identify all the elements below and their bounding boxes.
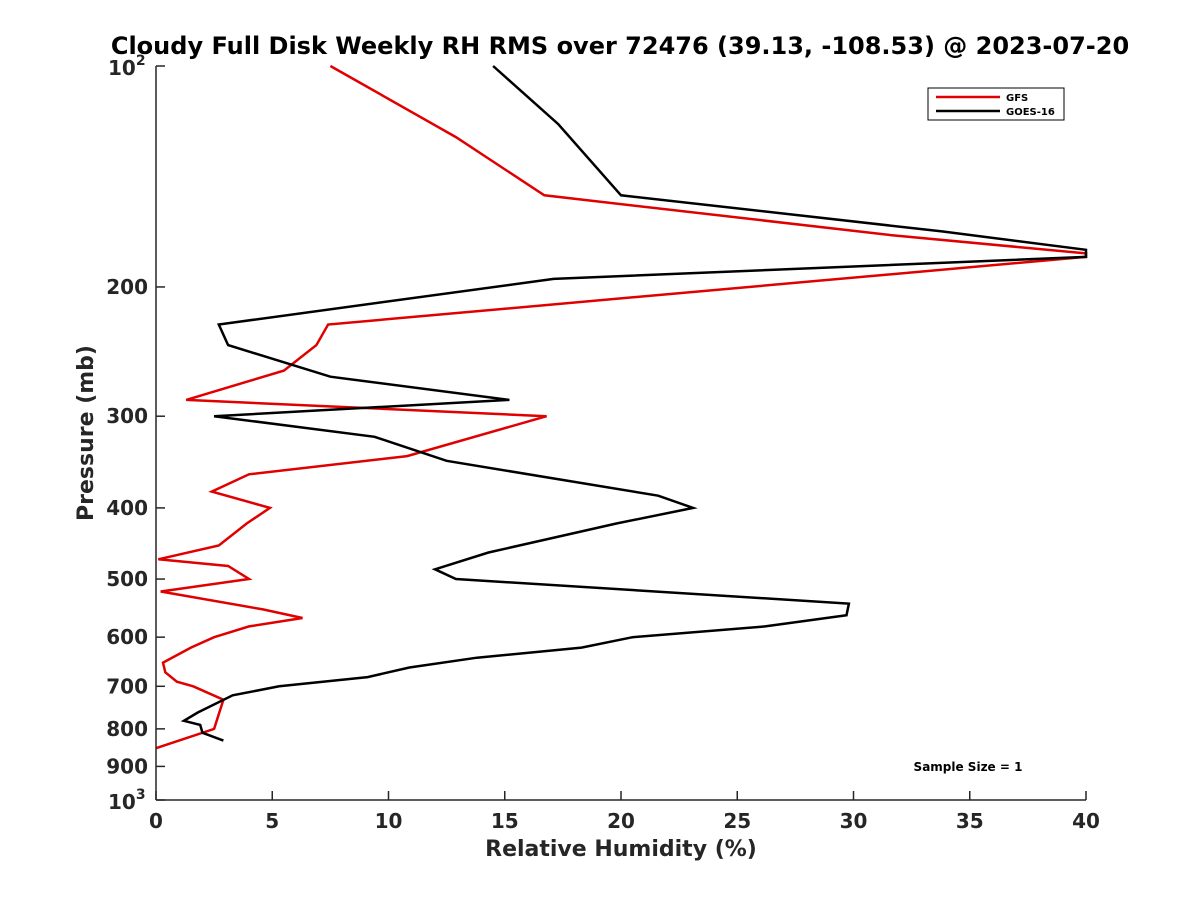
y-tick-label: 400	[106, 496, 148, 520]
legend-label-gfs: GFS	[1006, 93, 1028, 104]
series-line-goes16	[180, 65, 1088, 742]
y-tick-label: 900	[106, 754, 148, 778]
x-tick-label: 10	[375, 809, 403, 833]
x-tick-label: 15	[491, 809, 519, 833]
y-tick-label: 300	[106, 404, 148, 428]
y-tick-label: 800	[106, 717, 148, 741]
y-tick-label: 200	[106, 275, 148, 299]
y-tick-label: 500	[106, 567, 148, 591]
x-tick-label: 25	[723, 809, 751, 833]
chart-title: Cloudy Full Disk Weekly RH RMS over 7247…	[111, 32, 1129, 60]
y-axis-label: Pressure (mb)	[74, 345, 99, 521]
legend-box	[927, 87, 1065, 121]
y-tick-label: 103	[108, 787, 146, 814]
x-tick-label: 40	[1072, 809, 1100, 833]
series-layer	[155, 64, 1088, 750]
series-line-gfs	[155, 64, 1088, 750]
y-axis-ticks: 102 200 300 400 500 600 700 800 900 103	[106, 53, 165, 814]
y-tick-label: 600	[106, 625, 148, 649]
x-tick-label: 0	[149, 809, 163, 833]
x-axis-label: Relative Humidity (%)	[485, 837, 757, 862]
x-axis-ticks: 0 5 10 15 20 25 30 35 40	[149, 791, 1100, 833]
x-tick-label: 5	[265, 809, 279, 833]
sample-size-annotation: Sample Size = 1	[914, 760, 1023, 774]
legend: GFS GOES-16	[927, 87, 1065, 121]
x-tick-label: 30	[840, 809, 868, 833]
y-tick-label: 102	[108, 53, 146, 80]
y-tick-label: 700	[106, 674, 148, 698]
x-tick-label: 20	[607, 809, 635, 833]
plot-area	[156, 66, 1086, 800]
legend-label-goes16: GOES-16	[1006, 107, 1055, 118]
x-tick-label: 35	[956, 809, 984, 833]
